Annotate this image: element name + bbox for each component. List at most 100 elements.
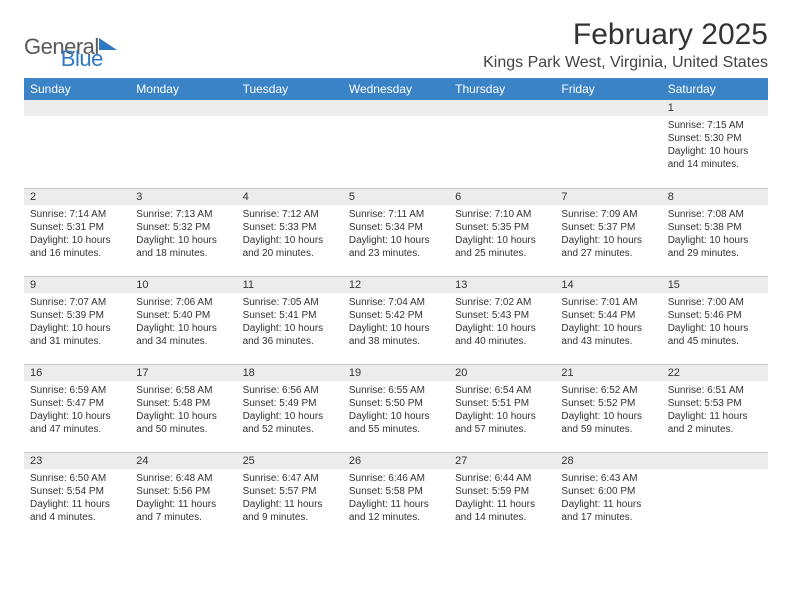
day-content: Sunrise: 6:44 AMSunset: 5:59 PMDaylight:…: [449, 469, 555, 528]
calendar-day: 22Sunrise: 6:51 AMSunset: 5:53 PMDayligh…: [662, 364, 768, 452]
day-content: Sunrise: 7:04 AMSunset: 5:42 PMDaylight:…: [343, 293, 449, 352]
calendar-day: 4Sunrise: 7:12 AMSunset: 5:33 PMDaylight…: [237, 188, 343, 276]
day-line: Sunset: 5:39 PM: [30, 309, 124, 322]
day-content: Sunrise: 6:52 AMSunset: 5:52 PMDaylight:…: [555, 381, 661, 440]
day-content: Sunrise: 6:58 AMSunset: 5:48 PMDaylight:…: [130, 381, 236, 440]
calendar-day: 25Sunrise: 6:47 AMSunset: 5:57 PMDayligh…: [237, 452, 343, 540]
day-header-saturday: Saturday: [662, 78, 768, 100]
calendar-day: 8Sunrise: 7:08 AMSunset: 5:38 PMDaylight…: [662, 188, 768, 276]
day-line: Daylight: 10 hours and 31 minutes.: [30, 322, 124, 348]
day-number: 6: [449, 189, 555, 205]
day-content: Sunrise: 7:09 AMSunset: 5:37 PMDaylight:…: [555, 205, 661, 264]
day-line: Daylight: 10 hours and 14 minutes.: [668, 145, 762, 171]
day-line: Sunset: 5:44 PM: [561, 309, 655, 322]
day-number: 15: [662, 277, 768, 293]
calendar-day: 18Sunrise: 6:56 AMSunset: 5:49 PMDayligh…: [237, 364, 343, 452]
calendar-day: 3Sunrise: 7:13 AMSunset: 5:32 PMDaylight…: [130, 188, 236, 276]
day-line: Daylight: 10 hours and 45 minutes.: [668, 322, 762, 348]
title-block: February 2025 Kings Park West, Virginia,…: [483, 18, 768, 72]
day-number: [662, 453, 768, 469]
day-line: Sunset: 5:48 PM: [136, 397, 230, 410]
day-line: Sunrise: 7:00 AM: [668, 296, 762, 309]
calendar-day: 6Sunrise: 7:10 AMSunset: 5:35 PMDaylight…: [449, 188, 555, 276]
calendar-day: 12Sunrise: 7:04 AMSunset: 5:42 PMDayligh…: [343, 276, 449, 364]
day-header-monday: Monday: [130, 78, 236, 100]
day-line: Sunset: 5:42 PM: [349, 309, 443, 322]
calendar-day: [237, 100, 343, 188]
day-line: Daylight: 11 hours and 7 minutes.: [136, 498, 230, 524]
calendar-week: 9Sunrise: 7:07 AMSunset: 5:39 PMDaylight…: [24, 276, 768, 364]
day-content: Sunrise: 7:02 AMSunset: 5:43 PMDaylight:…: [449, 293, 555, 352]
day-line: Sunrise: 7:10 AM: [455, 208, 549, 221]
day-number: 18: [237, 365, 343, 381]
day-line: Sunset: 5:43 PM: [455, 309, 549, 322]
day-content: Sunrise: 7:05 AMSunset: 5:41 PMDaylight:…: [237, 293, 343, 352]
day-line: Sunrise: 7:02 AM: [455, 296, 549, 309]
calendar-day: 19Sunrise: 6:55 AMSunset: 5:50 PMDayligh…: [343, 364, 449, 452]
day-line: Sunset: 5:34 PM: [349, 221, 443, 234]
day-line: Sunrise: 7:08 AM: [668, 208, 762, 221]
calendar-day: 15Sunrise: 7:00 AMSunset: 5:46 PMDayligh…: [662, 276, 768, 364]
day-line: Sunset: 5:51 PM: [455, 397, 549, 410]
day-line: Daylight: 10 hours and 34 minutes.: [136, 322, 230, 348]
day-header-wednesday: Wednesday: [343, 78, 449, 100]
calendar-day: 9Sunrise: 7:07 AMSunset: 5:39 PMDaylight…: [24, 276, 130, 364]
day-line: Sunset: 5:54 PM: [30, 485, 124, 498]
day-content: Sunrise: 6:46 AMSunset: 5:58 PMDaylight:…: [343, 469, 449, 528]
calendar-day: 21Sunrise: 6:52 AMSunset: 5:52 PMDayligh…: [555, 364, 661, 452]
day-number: [24, 100, 130, 116]
calendar-table: Sunday Monday Tuesday Wednesday Thursday…: [24, 78, 768, 540]
day-line: Sunrise: 7:12 AM: [243, 208, 337, 221]
day-line: Daylight: 10 hours and 27 minutes.: [561, 234, 655, 260]
day-line: Sunrise: 6:44 AM: [455, 472, 549, 485]
day-line: Sunset: 5:31 PM: [30, 221, 124, 234]
day-content: Sunrise: 7:15 AMSunset: 5:30 PMDaylight:…: [662, 116, 768, 175]
day-line: Sunset: 5:59 PM: [455, 485, 549, 498]
day-number: 11: [237, 277, 343, 293]
calendar-day: 1Sunrise: 7:15 AMSunset: 5:30 PMDaylight…: [662, 100, 768, 188]
day-number: 7: [555, 189, 661, 205]
day-line: Daylight: 10 hours and 47 minutes.: [30, 410, 124, 436]
day-line: Daylight: 10 hours and 57 minutes.: [455, 410, 549, 436]
day-number: 10: [130, 277, 236, 293]
calendar-day: [24, 100, 130, 188]
day-line: Daylight: 10 hours and 50 minutes.: [136, 410, 230, 436]
calendar-day: 2Sunrise: 7:14 AMSunset: 5:31 PMDaylight…: [24, 188, 130, 276]
day-content: Sunrise: 7:14 AMSunset: 5:31 PMDaylight:…: [24, 205, 130, 264]
day-line: Sunset: 5:33 PM: [243, 221, 337, 234]
day-line: Sunset: 5:40 PM: [136, 309, 230, 322]
day-content: Sunrise: 6:51 AMSunset: 5:53 PMDaylight:…: [662, 381, 768, 440]
day-number: [237, 100, 343, 116]
month-title: February 2025: [483, 18, 768, 52]
logo-text-blue: Blue: [61, 46, 103, 72]
calendar-day: 24Sunrise: 6:48 AMSunset: 5:56 PMDayligh…: [130, 452, 236, 540]
day-line: Sunrise: 7:04 AM: [349, 296, 443, 309]
calendar-day: [130, 100, 236, 188]
day-content: Sunrise: 7:00 AMSunset: 5:46 PMDaylight:…: [662, 293, 768, 352]
day-content: Sunrise: 6:54 AMSunset: 5:51 PMDaylight:…: [449, 381, 555, 440]
day-line: Sunrise: 7:11 AM: [349, 208, 443, 221]
day-line: Sunrise: 7:13 AM: [136, 208, 230, 221]
day-line: Sunrise: 6:52 AM: [561, 384, 655, 397]
day-number: 23: [24, 453, 130, 469]
calendar-day: 14Sunrise: 7:01 AMSunset: 5:44 PMDayligh…: [555, 276, 661, 364]
day-header-thursday: Thursday: [449, 78, 555, 100]
day-line: Sunset: 5:46 PM: [668, 309, 762, 322]
day-number: 2: [24, 189, 130, 205]
day-line: Daylight: 10 hours and 59 minutes.: [561, 410, 655, 436]
day-header-row: Sunday Monday Tuesday Wednesday Thursday…: [24, 78, 768, 100]
day-line: Daylight: 11 hours and 9 minutes.: [243, 498, 337, 524]
day-line: Sunrise: 7:09 AM: [561, 208, 655, 221]
day-line: Sunrise: 6:56 AM: [243, 384, 337, 397]
day-content: Sunrise: 6:59 AMSunset: 5:47 PMDaylight:…: [24, 381, 130, 440]
day-content: Sunrise: 6:55 AMSunset: 5:50 PMDaylight:…: [343, 381, 449, 440]
day-number: 26: [343, 453, 449, 469]
calendar-day: 5Sunrise: 7:11 AMSunset: 5:34 PMDaylight…: [343, 188, 449, 276]
day-line: Daylight: 11 hours and 4 minutes.: [30, 498, 124, 524]
day-number: 25: [237, 453, 343, 469]
day-line: Daylight: 10 hours and 20 minutes.: [243, 234, 337, 260]
day-line: Sunrise: 7:05 AM: [243, 296, 337, 309]
calendar-week: 1Sunrise: 7:15 AMSunset: 5:30 PMDaylight…: [24, 100, 768, 188]
day-number: 9: [24, 277, 130, 293]
day-number: [449, 100, 555, 116]
